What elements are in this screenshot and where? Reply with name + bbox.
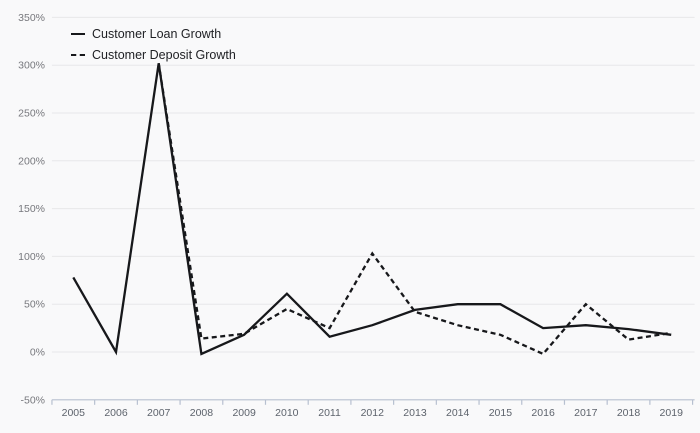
legend-label-deposit-growth: Customer Deposit Growth bbox=[92, 48, 236, 62]
x-tick-label: 2013 bbox=[403, 407, 427, 419]
x-tick-label: 2016 bbox=[531, 407, 555, 419]
y-tick-label: 100% bbox=[18, 251, 45, 263]
y-tick-label: 150% bbox=[18, 203, 45, 215]
y-tick-label: 350% bbox=[18, 12, 45, 24]
legend-label-loan-growth: Customer Loan Growth bbox=[92, 27, 222, 41]
y-tick-label: 0% bbox=[30, 347, 45, 359]
x-tick-label: 2014 bbox=[446, 407, 470, 419]
x-tick-label: 2010 bbox=[275, 407, 299, 419]
y-tick-label: 250% bbox=[18, 108, 45, 120]
y-tick-label: 50% bbox=[24, 299, 45, 311]
legend-item-deposit-growth: Customer Deposit Growth bbox=[71, 47, 236, 63]
x-tick-label: 2009 bbox=[232, 407, 256, 419]
x-tick-label: 2006 bbox=[104, 407, 128, 419]
x-tick-label: 2018 bbox=[617, 407, 641, 419]
x-tick-label: 2011 bbox=[318, 407, 341, 419]
y-tick-label: -50% bbox=[20, 394, 45, 406]
series-line-dashed bbox=[157, 63, 672, 356]
x-tick-label: 2015 bbox=[489, 407, 513, 419]
dashed-line-swatch bbox=[71, 54, 85, 56]
y-tick-label: 300% bbox=[18, 60, 45, 72]
x-tick-label: 2017 bbox=[574, 407, 598, 419]
x-tick-label: 2007 bbox=[147, 407, 171, 419]
x-tick-label: 2012 bbox=[361, 407, 385, 419]
legend-item-loan-growth: Customer Loan Growth bbox=[71, 26, 236, 42]
solid-line-swatch bbox=[71, 33, 85, 35]
y-tick-label: 200% bbox=[18, 155, 45, 167]
x-tick-label: 2005 bbox=[62, 407, 86, 419]
chart-legend: Customer Loan Growth Customer Deposit Gr… bbox=[71, 26, 236, 63]
x-tick-label: 2019 bbox=[660, 407, 684, 419]
x-tick-label: 2008 bbox=[190, 407, 214, 419]
